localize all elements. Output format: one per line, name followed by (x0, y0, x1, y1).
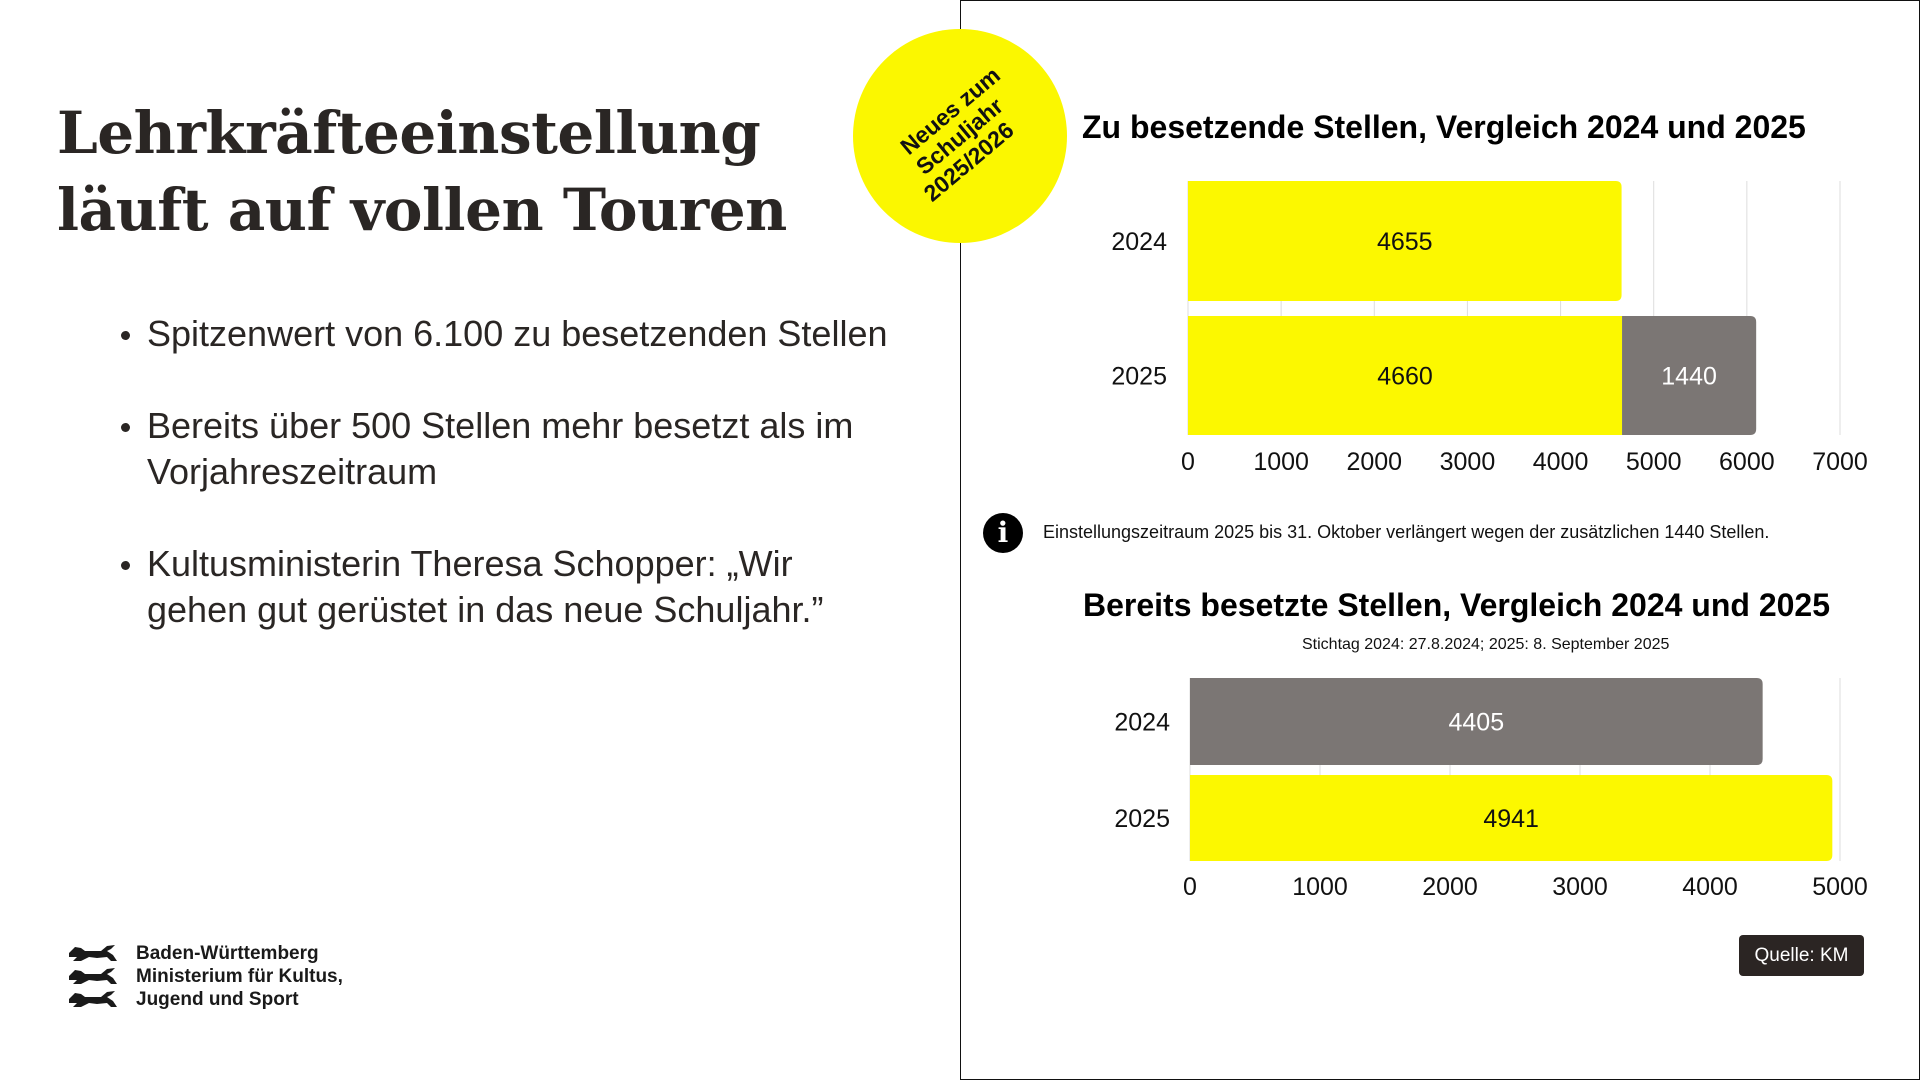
chart1-title: Zu besetzende Stellen, Vergleich 2024 un… (1082, 109, 1806, 145)
bullet-item: Bereits über 500 Stellen mehr besetzt al… (121, 403, 901, 495)
bar-value-label: 4405 (1449, 709, 1505, 737)
x-tick-label: 1000 (1292, 873, 1348, 901)
bar (1188, 181, 1622, 301)
category-label: 2025 (1111, 363, 1167, 391)
logo-line: Ministerium für Kultus, (136, 966, 343, 987)
x-tick-label: 2000 (1346, 448, 1402, 476)
category-label: 2024 (1114, 709, 1170, 737)
x-tick-label: 5000 (1812, 873, 1868, 901)
info-note: Einstellungszeitraum 2025 bis 31. Oktobe… (1043, 522, 1770, 542)
bullet-list: Spitzenwert von 6.100 zu besetzenden Ste… (121, 311, 901, 679)
page-title: Lehrkräfteeinstellung läuft auf vollen T… (57, 95, 787, 249)
logo-line: Baden-Württemberg (136, 943, 319, 964)
bullet-item: Kultusministerin Theresa Schopper: „Wir … (121, 541, 901, 633)
bar (1190, 775, 1833, 861)
new-school-year-badge: Neues zum Schuljahr 2025/2026 (853, 29, 1067, 243)
bar-value-label: 4655 (1377, 228, 1433, 256)
bar-value-label: 4941 (1483, 805, 1539, 833)
x-tick-label: 5000 (1626, 448, 1682, 476)
bar-value-label: 1440 (1661, 363, 1717, 391)
x-tick-label: 0 (1181, 448, 1195, 476)
x-tick-label: 3000 (1552, 873, 1608, 901)
x-tick-label: 4000 (1682, 873, 1738, 901)
bar (1622, 316, 1757, 435)
x-tick-label: 2000 (1422, 873, 1478, 901)
bar (1190, 678, 1763, 765)
x-tick-label: 6000 (1719, 448, 1775, 476)
title-line: läuft auf vollen Touren (57, 176, 787, 244)
chart2-subtitle: Stichtag 2024: 27.8.2024; 2025: 8. Septe… (1302, 636, 1670, 653)
bar-value-label: 4660 (1377, 363, 1433, 391)
category-label: 2025 (1114, 805, 1170, 833)
logo-line: Jugend und Sport (136, 989, 299, 1010)
category-label: 2024 (1111, 228, 1167, 256)
x-tick-label: 1000 (1253, 448, 1309, 476)
title-line: Lehrkräfteeinstellung (57, 99, 761, 167)
source-label: Quelle: KM (1739, 935, 1864, 976)
bar (1188, 316, 1623, 435)
x-tick-label: 3000 (1440, 448, 1496, 476)
x-tick-label: 4000 (1533, 448, 1589, 476)
x-tick-label: 7000 (1812, 448, 1868, 476)
coat-of-arms-icon (67, 943, 123, 1018)
ministry-name: Baden-Württemberg Ministerium für Kultus… (136, 942, 343, 1011)
bullet-item: Spitzenwert von 6.100 zu besetzenden Ste… (121, 311, 901, 357)
x-tick-label: 0 (1183, 873, 1197, 901)
info-icon: i (983, 513, 1023, 553)
chart2-title: Bereits besetzte Stellen, Vergleich 2024… (1083, 587, 1831, 623)
